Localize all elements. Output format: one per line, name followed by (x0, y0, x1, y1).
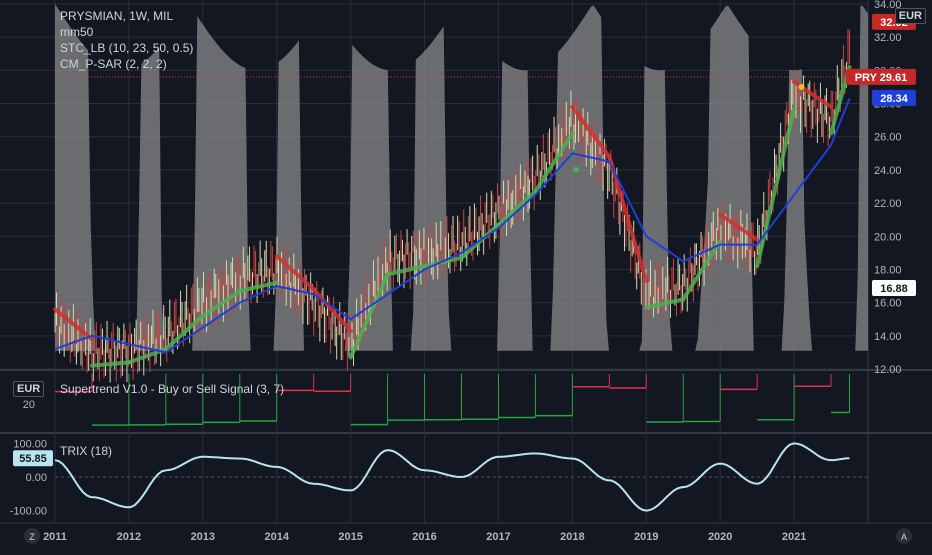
stc-segment (348, 272, 390, 360)
supertrend-tick-label: 20 (23, 399, 35, 411)
supertrend-legend[interactable]: Supertrend V1.0 - Buy or Sell Signal (3,… (60, 381, 284, 397)
trix-legend[interactable]: TRIX (18) (60, 443, 112, 459)
price-tag-ma-box (872, 89, 916, 106)
price-tag-pry: PRY 29.61 (855, 72, 908, 84)
x-tick-label: 2012 (117, 531, 141, 543)
trix-value-tag: 55.85 (19, 453, 47, 465)
trix-tick-label: -100.00 (10, 506, 47, 518)
price-tick-label: 14.00 (874, 331, 902, 343)
price-tick-label: 26.00 (874, 132, 902, 144)
price-tick-label: 24.00 (874, 165, 902, 177)
stc-band (55, 4, 868, 351)
price-tick-label: 34.00 (874, 0, 902, 11)
price-tick-label: 20.00 (874, 231, 902, 243)
x-tick-label: 2015 (338, 531, 362, 543)
price-tick-label: 22.00 (874, 198, 902, 210)
price-tick-label: 12.00 (874, 364, 902, 376)
stc-segment (681, 239, 723, 302)
stc-segment (311, 287, 353, 333)
trix-line (54, 442, 850, 512)
stc-segment (644, 297, 686, 310)
x-tick-label: 2018 (560, 531, 584, 543)
stc-segment (496, 189, 538, 227)
currency-label[interactable]: EUR (894, 8, 926, 24)
trix-tick-label: 100.00 (13, 438, 47, 450)
price-tag-lower-box (872, 280, 916, 297)
psar-legend-item[interactable]: CM_P-SAR (2, 2, 2) (60, 57, 167, 71)
stc-segment (163, 313, 205, 352)
stc-segment (533, 131, 575, 194)
auto-scale-button (896, 528, 912, 544)
x-tick-label: 2014 (264, 531, 289, 543)
price-tag-ma: 28.34 (880, 93, 908, 105)
psar-dot (798, 83, 805, 90)
stc-segment (385, 264, 427, 277)
supertrend-legend-text: Supertrend V1.0 - Buy or Sell Signal (3,… (60, 382, 285, 396)
price-tick-label: 18.00 (874, 264, 902, 276)
x-tick-label: 2021 (782, 531, 806, 543)
x-tick-label: 2016 (412, 531, 436, 543)
x-tick-label: 2017 (486, 531, 510, 543)
x-tick-label: 2013 (191, 531, 215, 543)
ma-legend-item[interactable]: mm50 (60, 25, 94, 39)
trix-tick-label: 0.00 (26, 472, 47, 484)
stc-segment (718, 212, 760, 242)
price-tag-lower: 16.88 (880, 283, 908, 295)
x-tick-label: 2020 (708, 531, 732, 543)
stc-segment (570, 104, 612, 159)
main-legend: PRYSMIAN, 1W, MIL mm50 STC_LB (10, 23, 5… (60, 8, 193, 72)
price-tag-pry-box (846, 68, 916, 85)
supertrend-currency-label[interactable]: EUR (13, 381, 45, 397)
trix-legend-text: TRIX (18) (60, 444, 113, 458)
x-tick-label: 2011 (43, 531, 67, 543)
ma-line (54, 98, 851, 354)
price-tick-label: 16.00 (874, 298, 902, 310)
x-tick-label: 2019 (634, 531, 658, 543)
zoom-button-label: Z (29, 532, 35, 542)
stc-segment (237, 280, 279, 294)
zoom-button (24, 528, 40, 544)
trix-value-tag-box (13, 450, 53, 467)
stc-segment (53, 307, 94, 342)
auto-scale-button-label: A (901, 532, 907, 542)
stc-segment (200, 289, 242, 318)
stc-segment (755, 106, 797, 269)
price-tick-label: 32.00 (874, 32, 902, 44)
stc-segment (89, 360, 131, 368)
psar-dot (573, 166, 580, 173)
stc-segment (607, 154, 649, 284)
stc-legend-item[interactable]: STC_LB (10, 23, 50, 0.5) (60, 41, 194, 55)
stc-segment (274, 254, 316, 292)
symbol-title[interactable]: PRYSMIAN, 1W, MIL (60, 9, 174, 23)
